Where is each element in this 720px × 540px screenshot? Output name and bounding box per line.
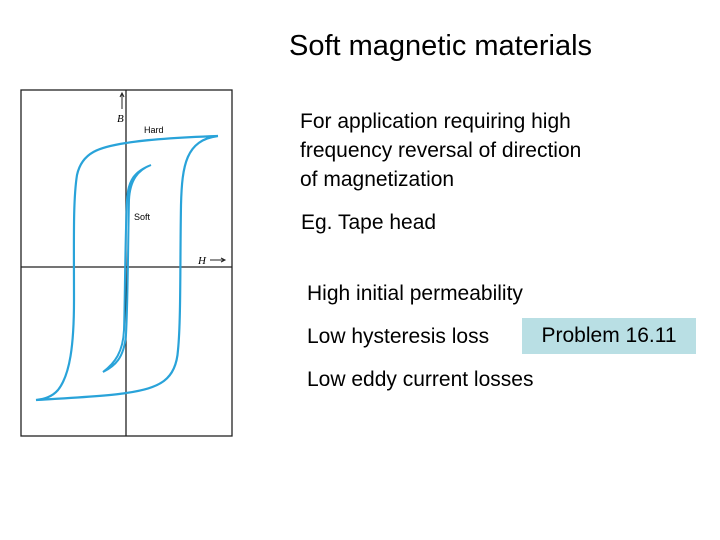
bullet-eddy: Low eddy current losses (307, 368, 534, 391)
problem-badge: Problem 16.11 (522, 318, 696, 354)
hard-label: Hard (144, 125, 164, 135)
soft-loop-curve (102, 164, 152, 373)
example-text: Eg. Tape head (301, 211, 437, 234)
intro-text: For application requiring high frequency… (300, 107, 581, 194)
soft-label: Soft (134, 212, 151, 222)
bullet-hysteresis: Low hysteresis loss (307, 325, 490, 348)
intro-line: frequency reversal of direction (300, 139, 582, 162)
intro-line: For application requiring high (300, 110, 571, 133)
h-axis-label: H (197, 255, 207, 267)
slide-title: Soft magnetic materials (289, 30, 593, 62)
b-arrowhead-icon (119, 91, 125, 98)
hard-loop-curve (35, 134, 219, 402)
bullet-permeability: High initial permeability (307, 282, 523, 305)
b-axis-label: B (117, 113, 124, 125)
h-arrowhead-icon (220, 257, 227, 263)
intro-line: of magnetization (300, 168, 455, 191)
